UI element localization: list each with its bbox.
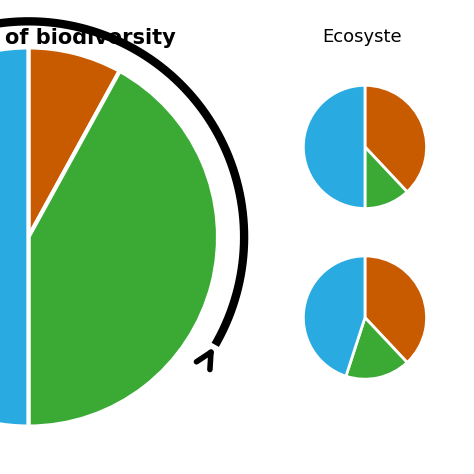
Text: Regulating: Regulating — [322, 315, 408, 329]
Text: Ecosyste: Ecosyste — [322, 28, 402, 46]
Text: Supporting: Supporting — [321, 145, 409, 159]
Text: ction: ction — [0, 313, 35, 331]
Text: Composition: Composition — [51, 190, 177, 208]
Text: of biodiversity: of biodiversity — [5, 28, 175, 48]
